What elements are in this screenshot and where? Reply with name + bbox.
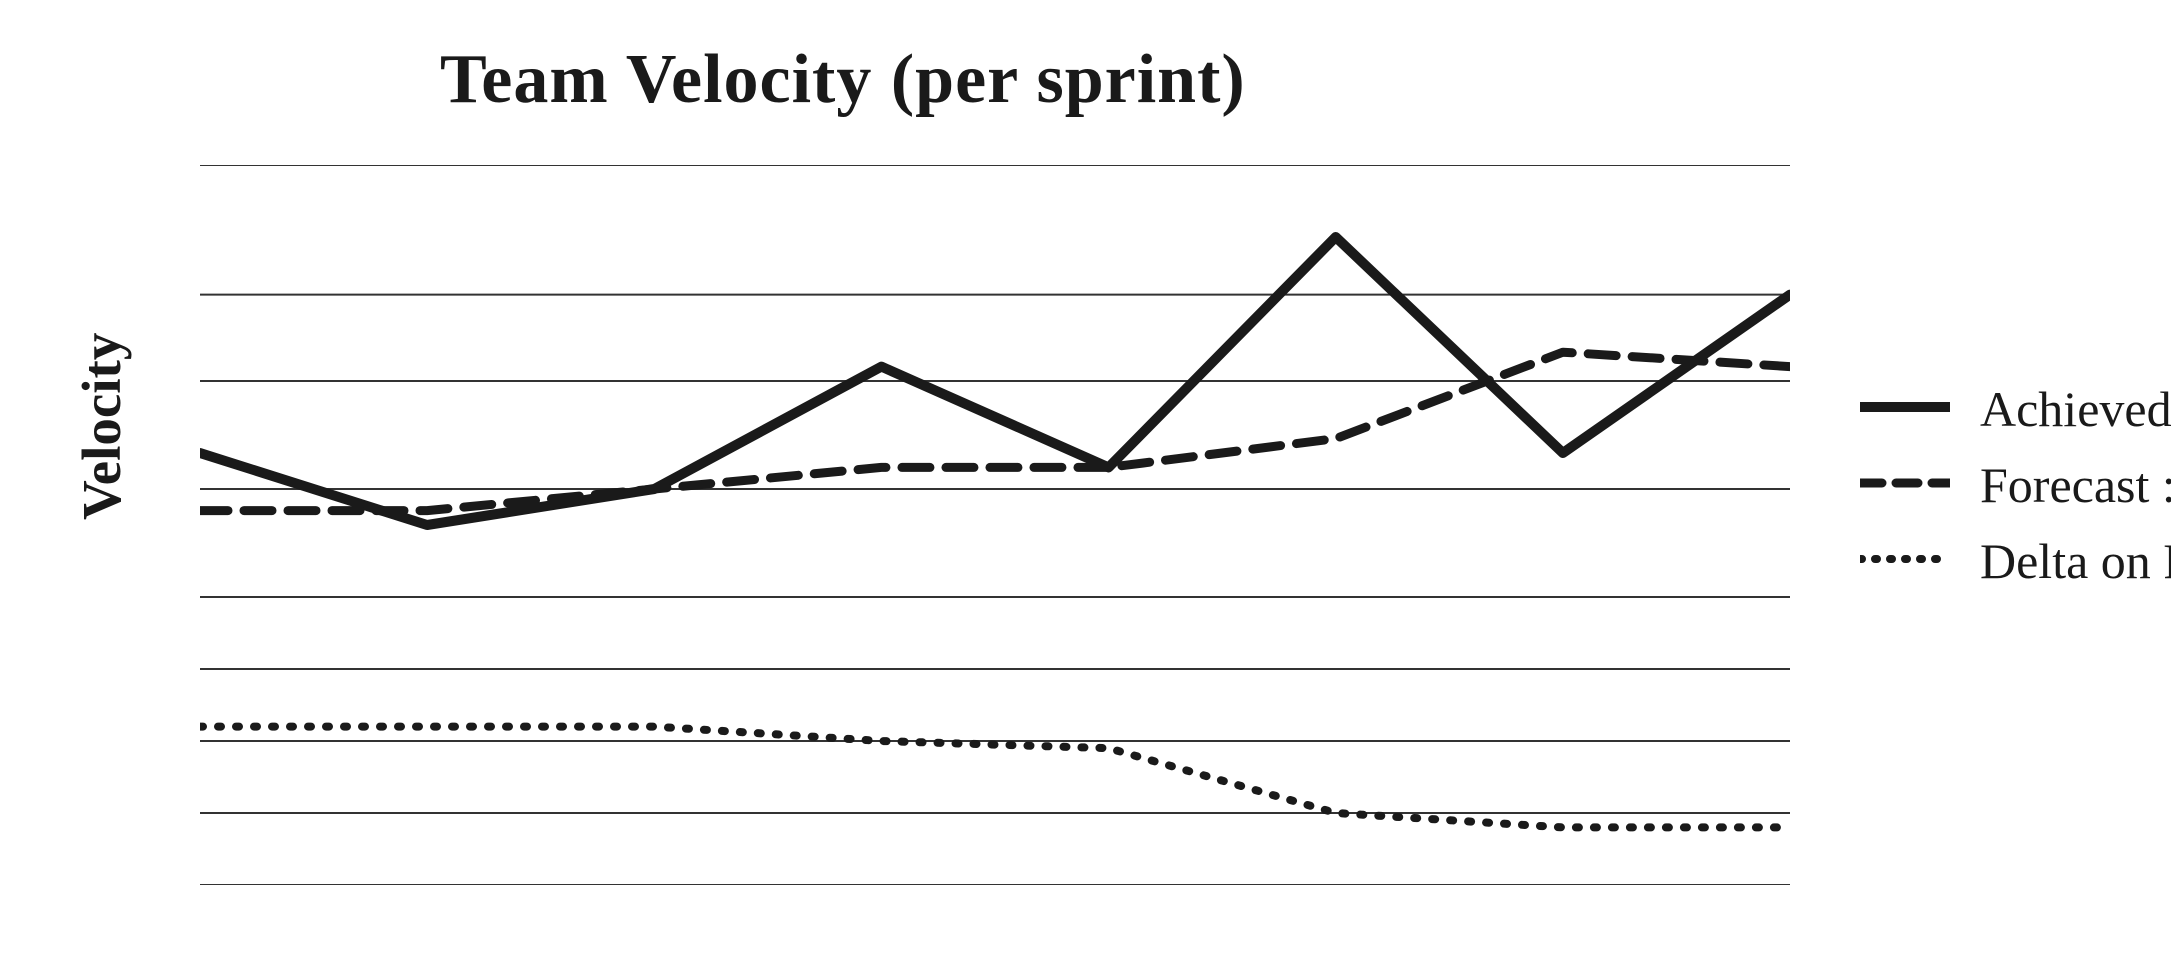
- legend-swatch-dashed: [1860, 473, 1950, 498]
- legend-item-achieved: Achieved Velocity: [1860, 380, 2160, 438]
- legend-label-forecast: Forecast : Running Average: [1980, 456, 2171, 514]
- page-container: Team Velocity (per sprint) Velocity Achi…: [0, 0, 2171, 973]
- legend-item-forecast: Forecast : Running Average: [1860, 456, 2160, 514]
- legend-label-achieved: Achieved Velocity: [1980, 380, 2171, 438]
- series-forecast: [200, 352, 1790, 510]
- velocity-chart: [200, 165, 1790, 885]
- y-axis-label: Velocity: [70, 333, 133, 520]
- legend-swatch-dotted: [1860, 549, 1950, 574]
- legend-label-delta: Delta on Forecast: [1980, 532, 2171, 590]
- legend-swatch-solid: [1860, 397, 1950, 422]
- chart-legend: Achieved Velocity Forecast : Running Ave…: [1860, 380, 2160, 608]
- chart-series: [200, 237, 1790, 827]
- legend-item-delta: Delta on Forecast: [1860, 532, 2160, 590]
- chart-title: Team Velocity (per sprint): [440, 40, 1246, 120]
